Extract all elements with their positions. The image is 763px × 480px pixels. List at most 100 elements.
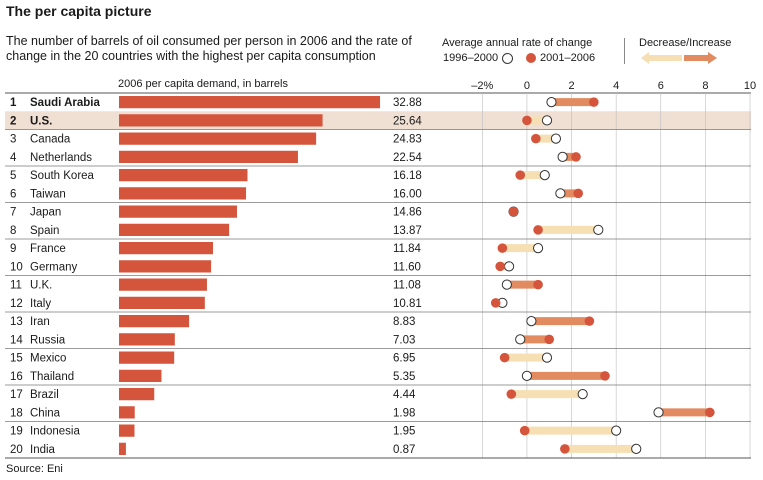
country-label: Taiwan xyxy=(30,188,66,200)
demand-value-label: 1.95 xyxy=(393,426,415,438)
change-bar xyxy=(511,390,583,399)
demand-bar xyxy=(119,442,126,455)
change-bar xyxy=(562,152,576,161)
rate-2001-2006-point xyxy=(705,407,715,418)
rate-1996-2000-point xyxy=(557,151,568,162)
rank-label: 20 xyxy=(10,444,23,456)
demand-bar xyxy=(119,205,237,218)
subtitle-line: change in the 20 countries with the high… xyxy=(6,49,376,63)
rate-2001-2006-point xyxy=(499,352,510,363)
rank-label: 5 xyxy=(10,170,16,182)
demand-value-label: 24.83 xyxy=(393,134,422,146)
rank-label: 8 xyxy=(10,225,16,237)
demand-bar xyxy=(119,406,135,419)
demand-bar xyxy=(119,150,298,163)
country-label: U.S. xyxy=(30,115,52,127)
rate-1996-2000-point xyxy=(653,407,664,418)
rate-1996-2000-point xyxy=(501,279,512,290)
demand-value-label: 11.84 xyxy=(393,243,422,255)
rate-2001-2006-point xyxy=(571,152,581,162)
legend-arrows xyxy=(641,52,717,64)
demand-bar xyxy=(119,369,162,382)
rank-label: 13 xyxy=(10,316,23,328)
country-label: Mexico xyxy=(30,353,66,365)
rate-1996-2000-point xyxy=(546,97,557,108)
demand-value-label: 32.88 xyxy=(393,97,422,109)
demand-value-label: 4.44 xyxy=(393,389,416,401)
legend-decrease-increase: Decrease/Increase xyxy=(639,37,732,49)
rate-2001-2006-point xyxy=(495,261,505,272)
demand-bar xyxy=(119,278,207,291)
legend-divider xyxy=(624,38,625,64)
demand-bar xyxy=(119,114,323,127)
country-label: Thailand xyxy=(30,371,74,383)
chart-subtitle: The number of barrels of oil consumed pe… xyxy=(6,34,426,64)
rate-1996-2000-point xyxy=(541,352,553,363)
increase-arrow-icon xyxy=(684,52,717,64)
country-label: Brazil xyxy=(30,389,59,401)
country-label: India xyxy=(30,444,56,456)
rank-label: 15 xyxy=(10,353,23,365)
open-circle-icon xyxy=(502,52,514,64)
rate-2001-2006-point xyxy=(533,225,543,235)
demand-bar xyxy=(119,223,230,236)
rank-label: 10 xyxy=(10,261,23,273)
rank-label: 16 xyxy=(10,371,23,383)
country-label: South Korea xyxy=(30,170,95,182)
demand-value-label: 25.64 xyxy=(393,115,422,127)
rate-2001-2006-point xyxy=(522,115,532,126)
x-tick-label: 4 xyxy=(613,80,619,92)
rate-2001-2006-point xyxy=(589,97,599,107)
rate-2001-2006-point xyxy=(506,389,517,399)
rate-1996-2000-point xyxy=(521,370,533,381)
rank-label: 19 xyxy=(10,426,23,438)
x-tick-label: 0 xyxy=(524,80,530,92)
change-bar xyxy=(535,134,556,143)
country-label: Russia xyxy=(30,334,66,346)
country-label: Netherlands xyxy=(30,152,92,164)
rate-1996-2000-point xyxy=(611,425,622,436)
filled-circle-icon xyxy=(526,53,536,63)
legend-period-b-label: 2001–2006 xyxy=(540,52,596,64)
legend-period-a: 1996–2000 xyxy=(443,52,514,64)
demand-value-label: 14.86 xyxy=(393,207,422,219)
x-tick-label: –2% xyxy=(471,80,493,92)
demand-value-label: 16.00 xyxy=(393,188,422,200)
demand-axis-label: 2006 per capita demand, in barrels xyxy=(118,78,288,90)
demand-bar xyxy=(119,96,381,109)
rate-1996-2000-point xyxy=(550,133,562,144)
rank-label: 3 xyxy=(10,134,16,146)
change-bar xyxy=(524,426,617,435)
rate-2001-2006-point xyxy=(508,206,519,217)
change-bar xyxy=(520,171,545,180)
highlight-row-background xyxy=(5,111,751,130)
x-tick-label: 6 xyxy=(658,80,664,92)
rate-1996-2000-point xyxy=(631,443,642,454)
change-bar xyxy=(526,116,547,125)
demand-value-label: 22.54 xyxy=(393,152,422,164)
rate-2001-2006-point xyxy=(533,279,543,290)
demand-value-label: 11.08 xyxy=(393,280,421,292)
rate-1996-2000-point xyxy=(577,389,588,400)
demand-bar xyxy=(119,260,212,273)
rate-1996-2000-point xyxy=(541,115,553,126)
rank-label: 6 xyxy=(10,188,16,200)
country-label: Japan xyxy=(30,207,61,219)
change-bar xyxy=(551,98,594,107)
change-bar xyxy=(502,244,539,253)
country-label: Spain xyxy=(30,225,59,237)
legend-period-a-label: 1996–2000 xyxy=(443,52,499,64)
rate-2001-2006-point xyxy=(531,133,541,144)
country-label: U.K. xyxy=(30,280,52,292)
rank-label: 9 xyxy=(10,243,16,255)
decrease-arrow-icon xyxy=(641,52,682,64)
change-bar xyxy=(658,408,710,417)
demand-bar xyxy=(119,351,175,364)
rate-1996-2000-point xyxy=(555,188,566,199)
demand-value-label: 7.03 xyxy=(393,334,415,346)
rate-1996-2000-point xyxy=(532,243,544,254)
rate-2001-2006-point xyxy=(600,371,610,381)
demand-bar xyxy=(119,242,214,255)
rank-label: 11 xyxy=(10,280,22,292)
